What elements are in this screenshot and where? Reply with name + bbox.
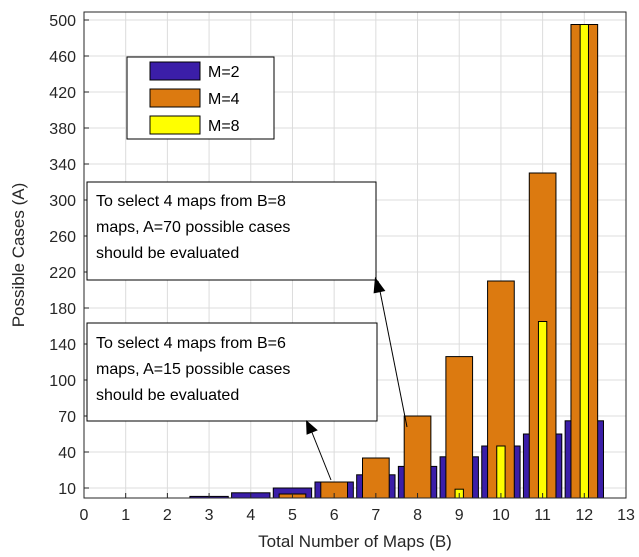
bar-m8-x12: [579, 24, 589, 499]
bar-m8-x11: [537, 321, 548, 499]
bar-m4-x9: [445, 356, 474, 499]
x-tick-label: 10: [492, 507, 510, 524]
x-tick-label: 4: [246, 507, 255, 524]
x-tick-label: 9: [455, 507, 464, 524]
x-tick-label: 5: [288, 507, 297, 524]
x-tick-label: 6: [330, 507, 339, 524]
x-tick-label: 2: [163, 507, 172, 524]
annotation-b8-line-2: maps, A=70 possible cases: [96, 219, 290, 236]
annotation-b6-line-3: should be evaluated: [96, 387, 239, 404]
legend-swatch-m2: [149, 61, 201, 81]
bar-m4-x7: [362, 457, 390, 499]
x-tick-label: 7: [371, 507, 380, 524]
annotation-b8-box: [86, 181, 377, 281]
legend-swatch-m8: [149, 115, 201, 135]
annotation-b6-box: [86, 322, 378, 422]
x-tick-label: 8: [413, 507, 422, 524]
y-tick-label: 10: [58, 481, 76, 498]
y-tick-label: 40: [58, 445, 76, 462]
y-axis-title: Possible Cases (A): [9, 183, 28, 328]
x-tick-label: 12: [575, 507, 593, 524]
annotation-b6-line-2: maps, A=15 possible cases: [96, 361, 290, 378]
annotation-b8-line-1: To select 4 maps from B=8: [96, 193, 286, 210]
annotation-b6: To select 4 maps from B=6 maps, A=15 pos…: [86, 322, 378, 481]
x-tick-label: 3: [205, 507, 214, 524]
annotation-b6-arrow-line: [308, 424, 332, 481]
annotation-b6-arrow-head: [306, 420, 318, 435]
y-tick-label: 140: [49, 337, 76, 354]
y-tick-label: 300: [49, 193, 76, 210]
y-tick-label: 420: [49, 85, 76, 102]
x-tick-label: 0: [80, 507, 89, 524]
legend-swatch-m4: [149, 88, 201, 108]
plot-frame: [83, 11, 627, 499]
y-tick-label: 220: [49, 265, 76, 282]
x-axis-title: Total Number of Maps (B): [258, 532, 452, 551]
legend: M=2 M=4 M=8: [126, 56, 275, 140]
annotation-b8-line-3: should be evaluated: [96, 245, 239, 262]
y-tick-label: 70: [58, 409, 76, 426]
annotation-b8: To select 4 maps from B=8 maps, A=70 pos…: [86, 181, 408, 428]
legend-label-m4: M=4: [208, 91, 240, 108]
legend-label-m8: M=8: [208, 118, 240, 135]
y-tick-label: 180: [49, 301, 76, 318]
annotation-b8-arrow-line: [377, 280, 408, 428]
legend-label-m2: M=2: [208, 64, 240, 81]
x-tick-label: 1: [121, 507, 130, 524]
x-tick-label: 11: [534, 507, 551, 524]
bar-m8-x10: [496, 445, 506, 499]
y-tick-label: 500: [49, 13, 76, 30]
x-tick-label: 13: [617, 507, 635, 524]
bars: [189, 24, 604, 499]
y-tick-label: 340: [49, 157, 76, 174]
y-tick-label: 260: [49, 229, 76, 246]
annotation-b8-arrow-head: [373, 277, 386, 294]
annotation-b6-line-1: To select 4 maps from B=6: [96, 335, 286, 352]
y-tick-label: 380: [49, 121, 76, 138]
y-tick-label: 100: [49, 373, 76, 390]
y-tick-label: 460: [49, 49, 76, 66]
bar-m4-x8: [403, 415, 432, 499]
